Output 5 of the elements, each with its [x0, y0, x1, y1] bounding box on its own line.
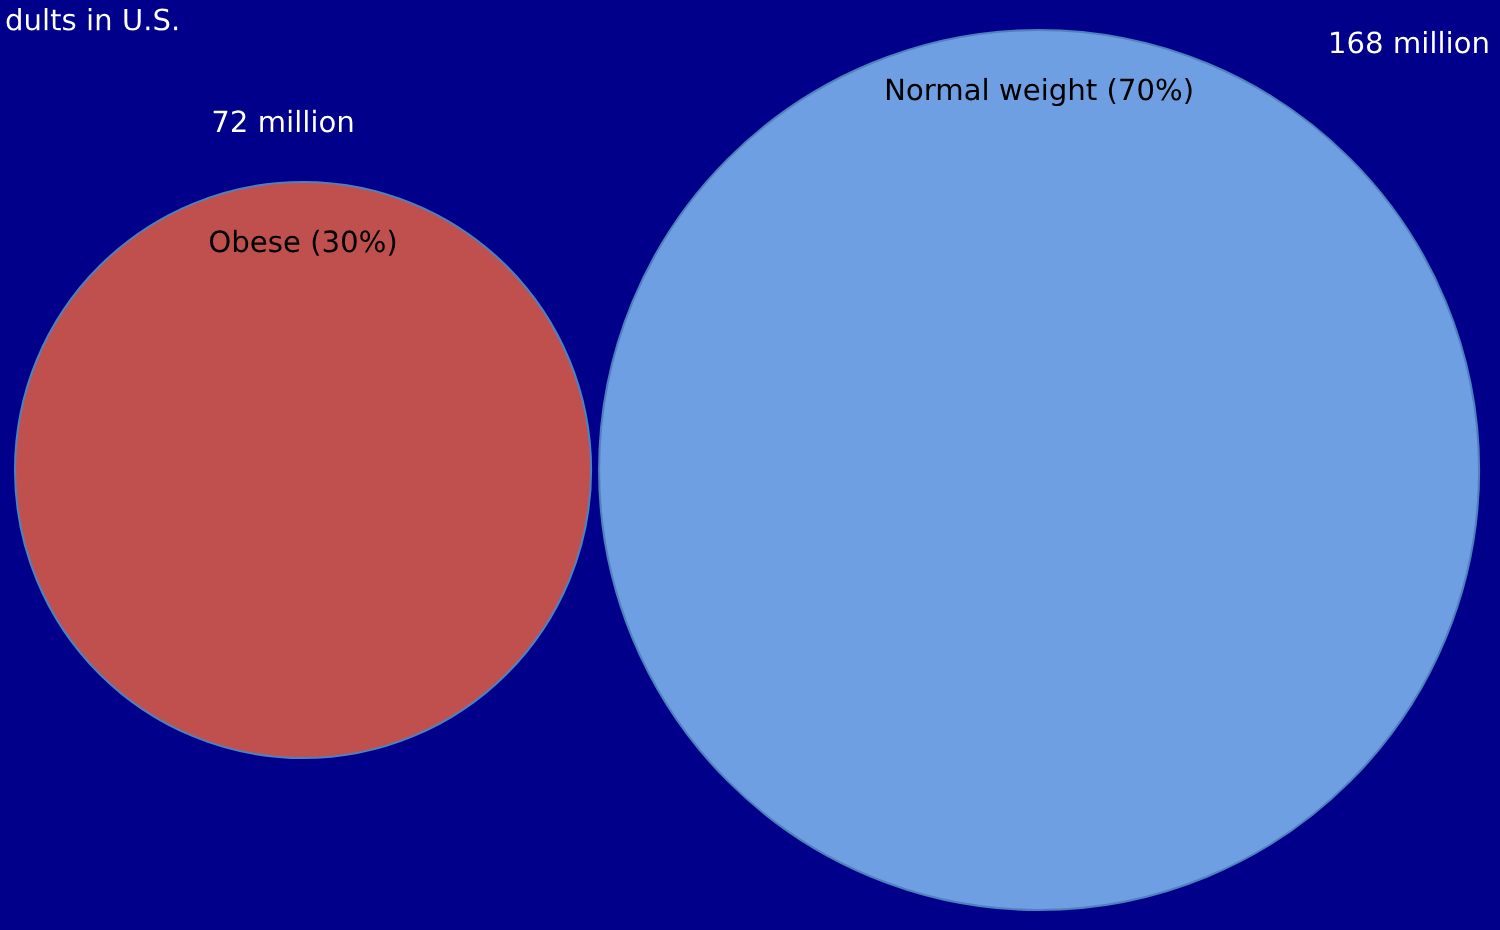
- data-label: 168 million: [1331, 30, 1488, 54]
- category-label: Obese (30%): [209, 229, 396, 256]
- text: dults in U.S.: [6, 8, 178, 31]
- data-label: 72 million: [213, 109, 353, 133]
- category-label: Normal weight (70%): [886, 77, 1192, 107]
